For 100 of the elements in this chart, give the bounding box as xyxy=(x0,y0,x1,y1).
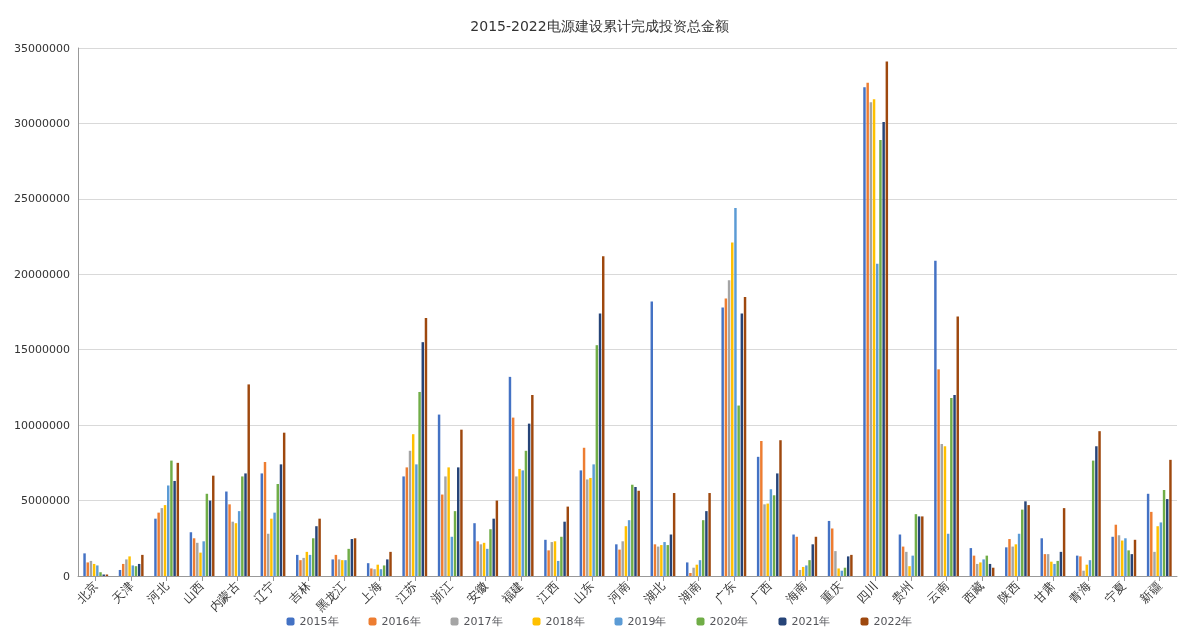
legend-label: 2016年 xyxy=(381,615,421,628)
bar xyxy=(154,518,157,576)
x-tick-label: 江西 xyxy=(534,579,562,606)
bar xyxy=(689,572,692,576)
bar xyxy=(83,553,86,576)
bar xyxy=(1111,536,1114,576)
x-tick-label: 吉林 xyxy=(286,579,314,606)
x-tick-label: 青海 xyxy=(1066,579,1094,606)
bar xyxy=(560,536,563,576)
bar xyxy=(318,518,321,576)
bar xyxy=(486,548,489,576)
x-tick-label: 山西 xyxy=(180,579,208,606)
bar xyxy=(473,523,476,576)
bar xyxy=(547,550,550,576)
x-tick-label: 云南 xyxy=(924,579,952,606)
bar xyxy=(228,504,231,576)
bar xyxy=(1027,505,1030,576)
bar xyxy=(96,565,99,576)
x-tick-label: 广东 xyxy=(711,579,739,606)
bar xyxy=(389,551,392,576)
legend-label: 2020年 xyxy=(709,615,749,628)
bar xyxy=(618,549,621,576)
legend-label: 2017年 xyxy=(463,615,503,628)
bar xyxy=(531,394,534,576)
bar xyxy=(386,559,389,576)
bar xyxy=(415,464,418,576)
bar xyxy=(911,555,914,576)
bar xyxy=(331,559,334,576)
bar xyxy=(837,568,840,576)
bar xyxy=(1005,547,1008,576)
bar xyxy=(734,207,737,576)
x-tick-label: 辽宁 xyxy=(251,579,278,606)
bar xyxy=(1095,446,1098,576)
y-tick-label: 10000000 xyxy=(14,418,70,432)
y-tick-label: 25000000 xyxy=(14,192,70,206)
legend-label: 2018年 xyxy=(545,615,585,628)
x-tick-label: 内蒙古 xyxy=(207,579,243,615)
bar xyxy=(1079,556,1082,576)
bar xyxy=(225,491,228,576)
bar xyxy=(247,384,250,576)
bar xyxy=(808,560,811,576)
bar xyxy=(1150,511,1153,576)
y-tick-label: 0 xyxy=(63,569,70,583)
bar xyxy=(199,552,202,576)
bar xyxy=(721,307,724,576)
x-tick-label: 浙江 xyxy=(428,579,456,606)
legend-label: 2019年 xyxy=(627,615,667,628)
bar xyxy=(705,511,708,576)
bar xyxy=(908,566,911,576)
y-tick-label: 15000000 xyxy=(14,343,70,357)
x-tick-label: 湖北 xyxy=(641,579,668,606)
bar xyxy=(779,440,782,576)
x-tick-label: 湖南 xyxy=(676,579,704,606)
legend-label: 2021年 xyxy=(791,615,831,628)
bar xyxy=(805,565,808,576)
bar xyxy=(315,526,318,576)
bar xyxy=(1169,459,1172,576)
bar xyxy=(1127,550,1130,576)
bar xyxy=(476,541,479,576)
bar xyxy=(592,464,595,576)
bar xyxy=(141,554,144,576)
legend-label: 2015年 xyxy=(299,615,339,628)
bar xyxy=(850,554,853,576)
bar xyxy=(563,521,566,576)
bar xyxy=(776,473,779,576)
y-tick-label: 30000000 xyxy=(14,116,70,130)
bar xyxy=(615,544,618,576)
x-tick-label: 黑龙江 xyxy=(313,579,349,615)
x-tick-label: 上海 xyxy=(357,579,385,606)
x-tick-label: 河南 xyxy=(605,579,633,606)
x-tick-label: 西藏 xyxy=(960,579,987,606)
legend-label: 2022年 xyxy=(873,615,913,628)
bar xyxy=(157,512,160,576)
bar xyxy=(270,518,273,576)
bar xyxy=(937,369,940,576)
x-tick-label: 天津 xyxy=(109,579,137,606)
bar xyxy=(879,140,882,576)
bar xyxy=(863,87,866,576)
x-tick-label: 新疆 xyxy=(1137,579,1165,606)
bar xyxy=(447,467,450,576)
x-tick-label: 江苏 xyxy=(392,579,420,606)
bar xyxy=(737,405,740,576)
bar xyxy=(202,541,205,576)
bar xyxy=(953,394,956,576)
x-tick-label: 陕西 xyxy=(995,579,1023,606)
bar xyxy=(492,518,495,576)
y-tick-label: 20000000 xyxy=(14,267,70,281)
bar xyxy=(460,429,463,576)
x-tick-label: 安徽 xyxy=(463,579,491,606)
x-tick-label: 贵州 xyxy=(889,579,917,606)
bar xyxy=(1156,526,1159,576)
x-tick-label: 山东 xyxy=(570,579,597,606)
bar xyxy=(1008,539,1011,576)
bar xyxy=(418,391,421,576)
bar xyxy=(866,82,869,576)
bar xyxy=(934,260,937,576)
bar xyxy=(1024,501,1027,576)
bar xyxy=(489,529,492,576)
bar xyxy=(173,480,176,576)
bar xyxy=(921,516,924,576)
